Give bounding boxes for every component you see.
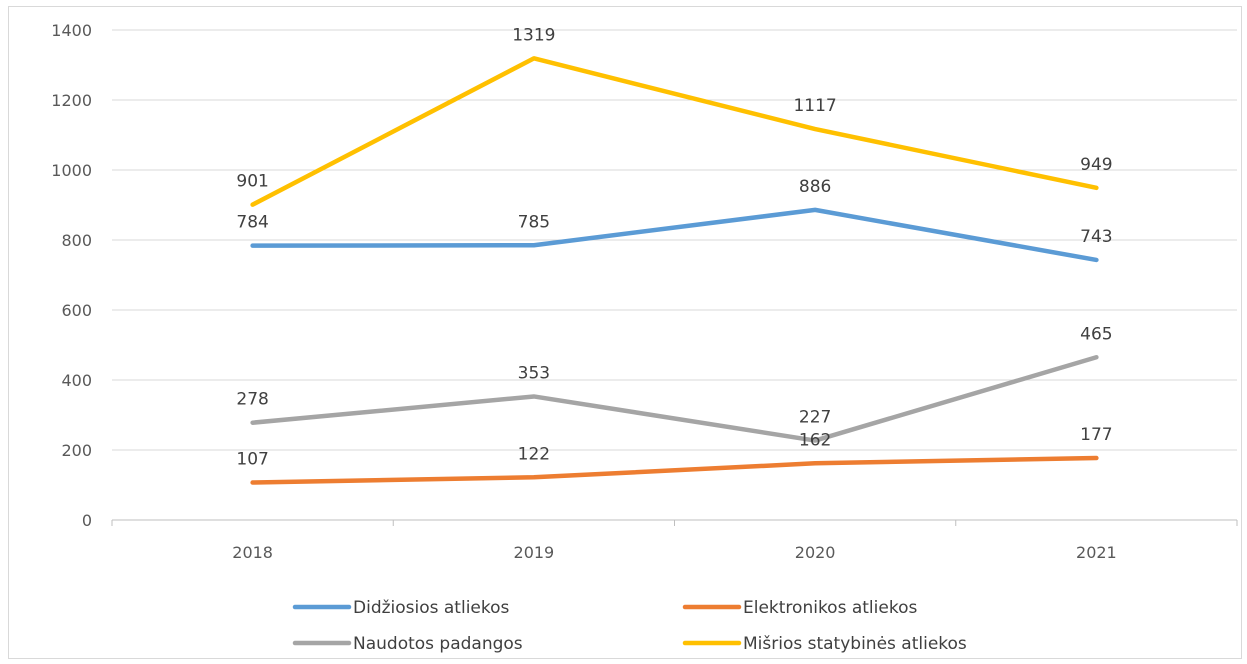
y-tick-label: 1400 bbox=[51, 21, 92, 40]
data-label: 901 bbox=[236, 172, 268, 192]
y-tick-label: 0 bbox=[82, 511, 92, 530]
data-label: 278 bbox=[236, 390, 268, 410]
data-label: 177 bbox=[1080, 425, 1112, 445]
x-tick-label: 2018 bbox=[232, 543, 273, 562]
y-axis: 0 200 400 600 800 1000 1200 1400 bbox=[51, 21, 92, 530]
legend-label: Didžiosios atliekos bbox=[353, 598, 510, 618]
x-tick-label: 2020 bbox=[795, 543, 836, 562]
data-label: 162 bbox=[799, 430, 831, 450]
legend-label: Naudotos padangos bbox=[353, 634, 523, 654]
gridlines bbox=[112, 29, 1237, 451]
series-lines bbox=[250, 56, 1099, 485]
legend-label: Mišrios statybinės atliekos bbox=[743, 634, 967, 654]
legend-label: Elektronikos atliekos bbox=[743, 598, 917, 618]
data-label: 785 bbox=[518, 212, 550, 232]
series-line-4 bbox=[250, 56, 1099, 207]
data-labels: 784 785 886 743 107 122 162 177 278 353 227 465 901 1… bbox=[236, 25, 1112, 469]
y-tick-label: 800 bbox=[61, 231, 92, 250]
x-tick-label: 2021 bbox=[1076, 543, 1117, 562]
series-line-2 bbox=[250, 455, 1099, 485]
y-tick-label: 600 bbox=[61, 301, 92, 320]
legend: Didžiosios atliekos Elektronikos atliekos… bbox=[292, 598, 967, 654]
data-label: 227 bbox=[799, 408, 831, 428]
data-label: 1319 bbox=[512, 25, 555, 45]
data-label: 886 bbox=[799, 177, 831, 197]
data-label: 465 bbox=[1080, 324, 1112, 344]
y-tick-label: 400 bbox=[61, 371, 92, 390]
x-tick-label: 2019 bbox=[514, 543, 555, 562]
y-tick-label: 1200 bbox=[51, 91, 92, 110]
data-label: 949 bbox=[1080, 155, 1112, 175]
data-label: 107 bbox=[236, 450, 268, 470]
series-line-3 bbox=[250, 355, 1099, 443]
x-axis: 2018 2019 2020 2021 bbox=[111, 519, 1238, 562]
chart-frame bbox=[8, 6, 1242, 659]
data-label: 784 bbox=[236, 213, 268, 233]
data-label: 122 bbox=[518, 444, 550, 464]
data-label: 743 bbox=[1080, 227, 1112, 247]
y-tick-label: 1000 bbox=[51, 161, 92, 180]
y-tick-label: 200 bbox=[61, 441, 92, 460]
data-label: 1117 bbox=[793, 96, 836, 116]
series-line-1 bbox=[250, 207, 1099, 263]
data-label: 353 bbox=[518, 363, 550, 383]
